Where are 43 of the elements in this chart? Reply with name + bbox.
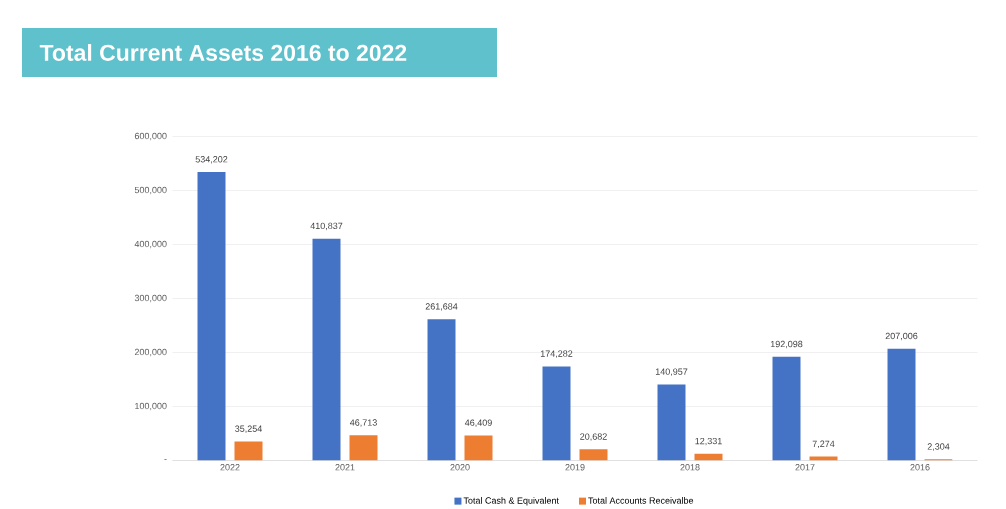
data-label: 207,006 (885, 332, 918, 341)
x-tick-label: 2022 (220, 463, 240, 471)
y-tick-label: - (164, 459, 167, 460)
legend-label: Total Cash & Equivalent (463, 497, 559, 506)
y-tick-label: 500,000 (134, 186, 167, 195)
x-tick-label: 2021 (335, 463, 355, 471)
data-label: 46,409 (464, 419, 492, 427)
data-label: 174,282 (540, 350, 573, 358)
data-label: 20,682 (580, 433, 607, 441)
data-label: 261,684 (425, 303, 458, 311)
data-label: 2,304 (927, 443, 950, 451)
x-tick-label: 2018 (680, 463, 700, 471)
y-tick-label: 400,000 (134, 240, 167, 249)
x-tick-label: 2019 (565, 463, 585, 471)
bar (349, 435, 378, 461)
legend-label: Total Accounts Receivalbe (588, 497, 694, 504)
bar (234, 441, 263, 461)
data-label: 46,713 (349, 419, 377, 427)
bar (579, 449, 608, 461)
bar (694, 453, 723, 461)
y-tick-label: 200,000 (134, 348, 167, 357)
data-label: 410,837 (310, 222, 343, 231)
bar (772, 356, 801, 461)
bar (197, 171, 226, 461)
bar (657, 384, 686, 461)
x-tick-label: 2020 (450, 463, 470, 471)
bar (542, 366, 571, 461)
data-label: 35,254 (235, 425, 262, 433)
y-tick-label: 300,000 (134, 294, 167, 303)
y-tick-label: 100,000 (135, 402, 167, 411)
data-label: 534,202 (195, 156, 228, 164)
y-tick-label: 600,000 (134, 132, 167, 141)
data-label: 12,331 (695, 437, 722, 446)
data-label: 7,274 (812, 440, 835, 448)
data-label: 140,957 (655, 368, 688, 376)
bar (312, 238, 341, 461)
data-label: 192,098 (770, 340, 803, 349)
x-tick-label: 2016 (910, 463, 930, 471)
bar (427, 319, 456, 461)
x-tick-label: 2017 (795, 463, 815, 471)
bar (464, 435, 493, 461)
chart-title: Total Current Assets 2016 to 2022 (39, 43, 407, 61)
bar (887, 348, 916, 461)
